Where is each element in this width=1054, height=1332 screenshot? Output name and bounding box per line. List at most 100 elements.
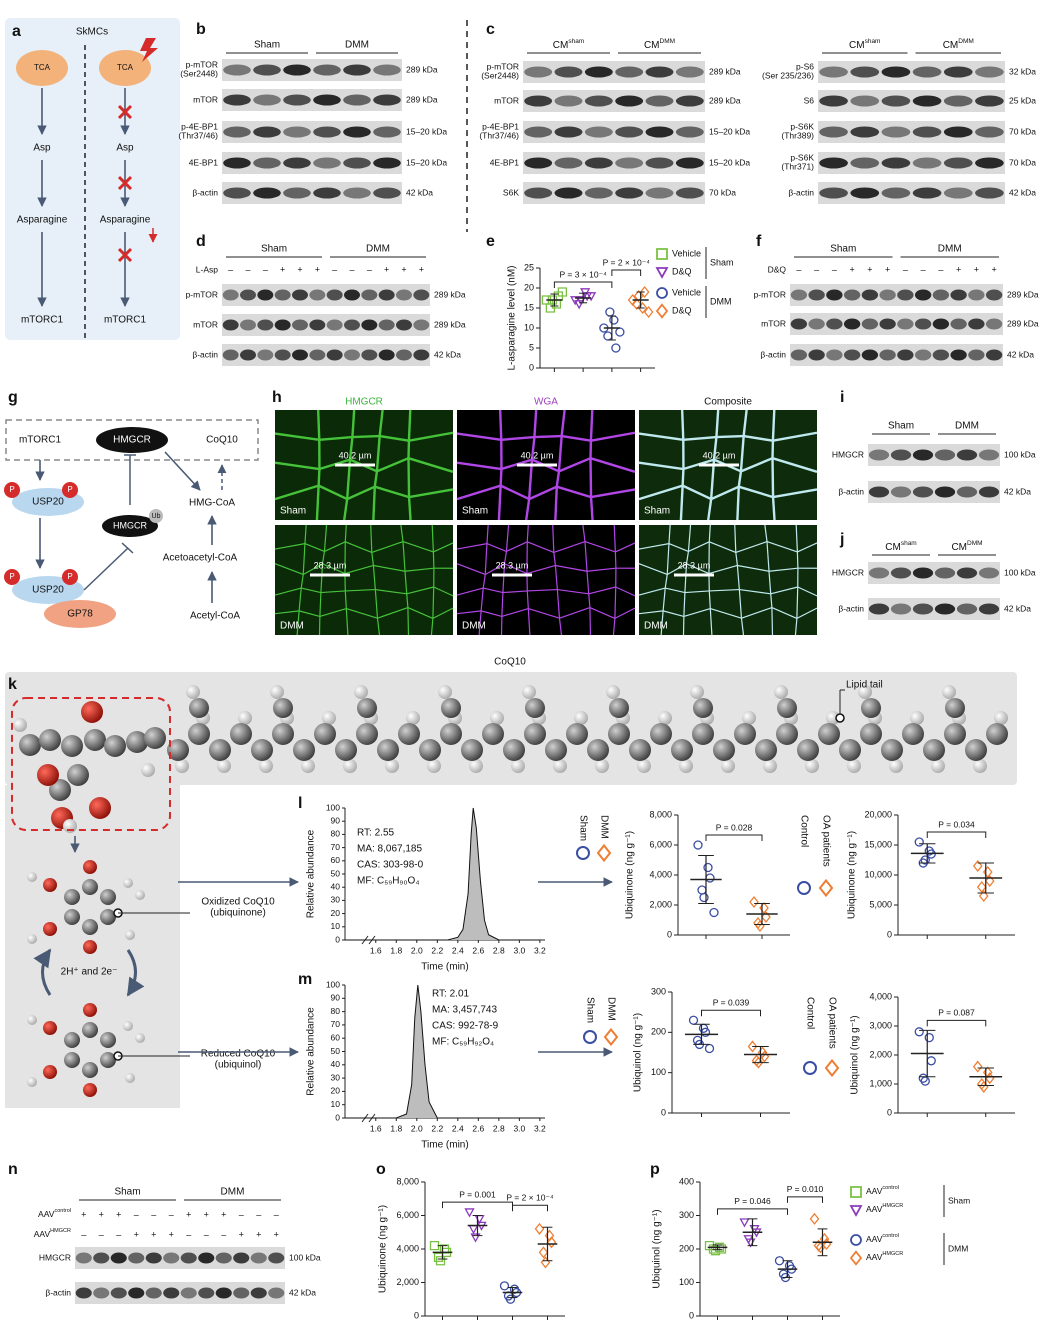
blot-label: HMGCR <box>832 449 864 459</box>
legend-label: AAVHMGCR <box>866 1203 903 1214</box>
p-value: P = 0.028 <box>716 822 753 832</box>
cell-border <box>484 563 505 576</box>
micrograph <box>275 525 453 635</box>
band <box>250 1287 267 1299</box>
cell-border <box>499 468 503 486</box>
blot-label: p-mTOR <box>754 289 786 299</box>
band <box>396 349 412 361</box>
panel-letter: n <box>8 1161 18 1178</box>
cell-border <box>614 551 617 569</box>
hydrogen-atom <box>826 711 840 725</box>
blot-label: p-S6K (Thr371) <box>781 153 814 172</box>
band <box>819 66 848 78</box>
legend-label: DMM <box>605 997 616 1021</box>
band <box>819 157 848 169</box>
condition-label: Sham <box>644 506 670 517</box>
blot-label: mTOR <box>761 318 786 328</box>
band <box>808 349 825 361</box>
carbon-atom <box>67 764 89 786</box>
hydrogen-atom <box>27 1077 37 1087</box>
hydrogen-atom <box>27 872 37 882</box>
block-mark <box>117 104 133 120</box>
band <box>943 187 973 199</box>
condition-sign: – <box>349 264 354 274</box>
band <box>934 449 956 461</box>
group-label-base: CM <box>644 40 660 51</box>
band <box>950 318 967 330</box>
cell-border <box>588 593 591 608</box>
group-label: DMM <box>345 40 369 51</box>
oxygen-atom <box>43 1065 57 1079</box>
cell-border <box>737 471 743 487</box>
carbon-atom <box>272 723 294 745</box>
band <box>343 94 371 106</box>
carbon-atom <box>189 698 209 718</box>
cell-border <box>298 610 321 618</box>
block-mark <box>117 247 133 263</box>
band <box>615 66 644 78</box>
y-tick-label: 4,000 <box>649 869 672 879</box>
annotation: CAS: 303-98-0 <box>357 860 424 871</box>
data-point <box>429 1241 440 1251</box>
condition-sign: + <box>239 1229 244 1239</box>
cell-border <box>638 543 670 550</box>
reaction-label: 2H⁺ and 2e⁻ <box>61 967 118 978</box>
band <box>645 126 674 138</box>
tca-cell <box>16 50 68 86</box>
data-point <box>982 865 993 879</box>
cell-border <box>526 590 529 609</box>
data-point <box>433 1252 444 1263</box>
band <box>373 126 401 138</box>
carbon-atom <box>100 909 116 925</box>
legend-condition: DMM <box>710 296 732 306</box>
scale-label: 40.2 µm <box>703 450 736 460</box>
band <box>343 64 371 76</box>
data-point <box>819 1232 830 1245</box>
band <box>819 187 848 199</box>
kda-label: 289 kDa <box>434 319 466 329</box>
cell-border <box>486 524 489 544</box>
y-tick-label: 60 <box>331 855 341 865</box>
kda-label: 32 kDa <box>1009 66 1036 76</box>
band <box>313 126 341 138</box>
cell-border <box>526 564 556 575</box>
cell-border <box>766 541 798 553</box>
group-label-sup: sham <box>568 38 584 45</box>
data-point <box>586 292 597 302</box>
blot-label: p-S6 (Ser 235/236) <box>762 62 814 81</box>
legend-marker <box>849 1205 863 1217</box>
kda-label: 289 kDa <box>1007 318 1039 328</box>
cell-border <box>351 409 356 438</box>
panel-letter: b <box>196 21 206 38</box>
legend-marker <box>655 267 669 279</box>
data-point <box>984 874 995 888</box>
band <box>985 289 1003 301</box>
cell-border <box>772 431 818 442</box>
oxygen-atom <box>89 797 111 819</box>
significance-bracket <box>926 1019 987 1027</box>
cell-border <box>794 618 798 636</box>
data-point <box>815 1241 826 1254</box>
blot-label: p-mTOR <box>186 289 218 299</box>
legend-label: Sham <box>584 997 595 1023</box>
hydrogen-atom <box>721 759 735 773</box>
cell-border <box>666 563 687 576</box>
cell-border <box>589 497 594 521</box>
carbon-atom <box>64 1032 80 1048</box>
head-group-outline <box>11 697 171 831</box>
carbon-atom <box>100 889 116 905</box>
oxygen-atom <box>83 940 97 954</box>
band <box>283 157 311 169</box>
legend-label-base: AAV <box>866 1252 883 1262</box>
band <box>326 319 343 331</box>
cell-border <box>708 564 738 575</box>
condition-sign: – <box>332 264 337 274</box>
carbon-atom <box>335 739 357 761</box>
condition-label: Sham <box>280 506 306 517</box>
band <box>978 567 1000 579</box>
cell-border <box>586 567 616 572</box>
hydrogen-atom <box>889 759 903 773</box>
band <box>879 289 896 301</box>
condition-sign: + <box>151 1229 156 1239</box>
